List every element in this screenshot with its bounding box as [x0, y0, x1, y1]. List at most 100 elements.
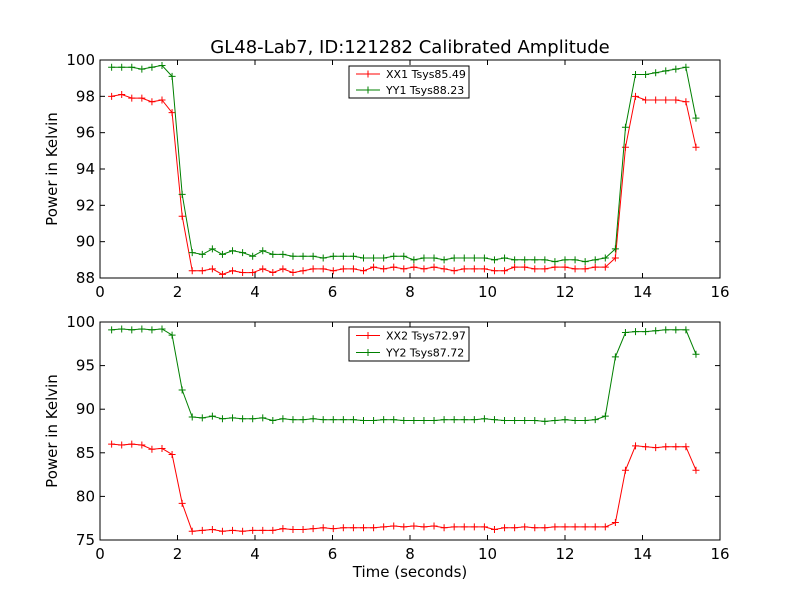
data-point: [138, 94, 146, 102]
x-tick-label: 10: [478, 545, 497, 563]
y-tick-label: 88: [76, 269, 95, 287]
data-point: [239, 249, 247, 257]
data-point: [148, 326, 156, 334]
data-point: [319, 524, 327, 532]
data-point: [571, 256, 579, 264]
data-point: [521, 263, 529, 271]
data-point: [682, 326, 690, 334]
data-point: [430, 417, 438, 425]
x-tick-label: 6: [328, 283, 338, 301]
data-point: [662, 67, 670, 75]
data-point: [108, 326, 116, 334]
data-point: [198, 526, 206, 534]
y-tick-label: 96: [76, 124, 95, 142]
data-point: [138, 325, 146, 333]
data-point: [420, 265, 428, 273]
data-point: [571, 417, 579, 425]
legend-label: YY2 Tsys87.72: [385, 347, 464, 360]
x-tick-label: 2: [173, 283, 183, 301]
data-point: [601, 254, 609, 262]
data-point: [450, 254, 458, 262]
data-point: [279, 415, 287, 423]
data-point: [662, 443, 670, 451]
data-point: [108, 63, 116, 71]
data-point: [501, 417, 509, 425]
data-point: [370, 417, 378, 425]
data-point: [682, 443, 690, 451]
data-point: [118, 91, 126, 99]
data-point: [239, 415, 247, 423]
data-point: [571, 265, 579, 273]
y-tick-label: 95: [76, 357, 95, 375]
data-point: [611, 519, 619, 527]
data-point: [168, 109, 176, 117]
data-point: [632, 442, 640, 450]
data-point: [682, 63, 690, 71]
legend-label: XX2 Tsys72.97: [386, 330, 466, 343]
data-point: [511, 417, 519, 425]
data-point: [299, 526, 307, 534]
x-tick-label: 16: [710, 545, 729, 563]
x-tick-label: 2: [173, 545, 183, 563]
data-point: [198, 250, 206, 258]
data-point: [259, 265, 267, 273]
data-point: [581, 265, 589, 273]
data-point: [440, 265, 448, 273]
data-point: [611, 245, 619, 253]
data-point: [470, 523, 478, 531]
data-point: [349, 524, 357, 532]
data-point: [561, 263, 569, 271]
legend-box: [348, 65, 470, 99]
data-point: [501, 524, 509, 532]
data-point: [692, 143, 700, 151]
data-point: [339, 265, 347, 273]
series-2: [108, 61, 700, 266]
x-tick-label: 16: [710, 283, 729, 301]
data-point: [490, 526, 498, 534]
legend: XX2 Tsys72.97 YY2 Tsys87.72: [348, 326, 470, 362]
data-point: [380, 265, 388, 273]
bottom-chart-panel: 0 2 4 6 8 10 12 14 16 75 80 85 90 95 100 Power in Kelvi…: [43, 313, 730, 581]
y-tick-label: 98: [76, 87, 95, 105]
data-point: [531, 265, 539, 273]
data-point: [470, 254, 478, 262]
y-tick-label: 90: [76, 233, 95, 251]
data-point: [591, 523, 599, 531]
data-point: [632, 328, 640, 336]
data-point: [440, 524, 448, 532]
y-tick-label: 94: [76, 160, 95, 178]
data-point: [642, 96, 650, 104]
y-tick-label: 75: [76, 531, 95, 549]
data-point: [188, 249, 196, 257]
data-point: [208, 265, 216, 273]
data-point: [178, 190, 186, 198]
y-tick-label: 100: [66, 51, 95, 69]
data-point: [642, 443, 650, 451]
data-point: [521, 417, 529, 425]
data-point: [128, 94, 136, 102]
data-point: [672, 96, 680, 104]
data-point: [370, 263, 378, 271]
legend-label: YY1 Tsys88.23: [385, 84, 464, 97]
data-point: [349, 252, 357, 260]
data-point: [662, 326, 670, 334]
data-point: [309, 252, 317, 260]
data-point: [259, 526, 267, 534]
data-point: [561, 416, 569, 424]
data-point: [249, 526, 257, 534]
data-point: [208, 245, 216, 253]
data-point: [198, 414, 206, 422]
data-point: [229, 526, 237, 534]
data-point: [329, 416, 337, 424]
data-point: [128, 326, 136, 334]
legend-marker: [364, 332, 372, 339]
x-tick-label: 4: [250, 545, 260, 563]
data-point: [299, 252, 307, 260]
data-point: [652, 444, 660, 452]
data-point: [621, 466, 629, 474]
data-point: [380, 416, 388, 424]
data-point: [420, 523, 428, 531]
data-point: [390, 263, 398, 271]
data-point: [178, 499, 186, 507]
